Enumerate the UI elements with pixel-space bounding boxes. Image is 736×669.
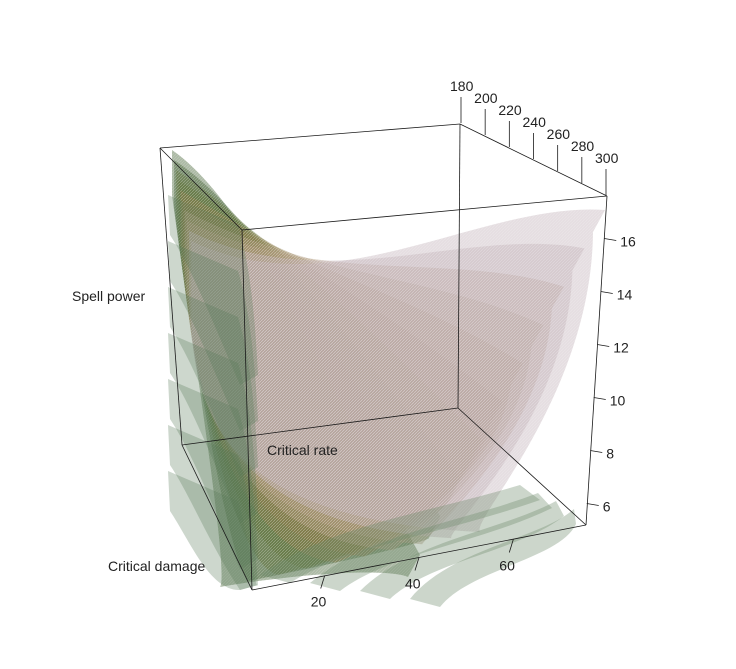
surface-slab [168,195,258,385]
y-tick-label: 60 [499,558,515,574]
box-edge [159,147,183,446]
z-tick [597,344,610,347]
box-edge [159,147,243,231]
z-tick-label: 8 [606,446,614,462]
surface-slab [168,333,258,523]
surface-sheet-texture [191,209,605,532]
surface-bottom-sweep [310,493,552,591]
x-tick-label: 240 [523,114,547,130]
z-tick-label: 16 [620,234,636,250]
z-tick [593,397,606,400]
y-tick [414,557,420,571]
y-tick-label: 40 [405,576,421,592]
y-tick-label: 20 [311,594,327,610]
surface-slab [168,287,258,477]
surface-slab [168,241,258,431]
surface-bottom-sweep [360,501,564,599]
z-tick-label: 6 [603,499,611,515]
box-edge [241,229,253,591]
box-edge [585,195,608,526]
y-tick [320,575,326,589]
surface-slab [168,425,258,590]
z-axis-title: Spell power [72,288,145,304]
surface-slab [168,379,258,569]
x-tick-label: 180 [450,78,474,94]
x-axis-title: Critical damage [108,558,205,574]
x-tick-label: 200 [474,90,498,106]
box-edge [457,123,461,409]
box-edge [181,444,253,591]
y-axis-title: Critical rate [267,442,338,458]
z-tick [590,450,603,453]
surface-bottom-sweep [410,509,576,607]
box-edge [181,407,459,446]
surface-bottom-sweep [260,485,540,583]
z-tick [586,503,599,506]
z-tick-label: 10 [610,393,626,409]
x-tick-label: 220 [498,102,522,118]
z-tick [600,291,613,294]
z-tick-label: 14 [617,287,633,303]
z-axis: 6 8 10 12 14 16 [586,234,636,515]
x-tick-label: 280 [571,138,595,154]
bounding-box [159,123,608,591]
surface-slab [168,471,258,591]
box-edge [457,407,587,526]
box-edge [459,123,608,197]
box-edge [159,123,461,149]
surface-layers [168,150,605,607]
z-tick [604,238,617,241]
z-tick-label: 12 [613,340,629,356]
y-axis: 20 40 60 [311,539,515,610]
y-tick [508,539,514,553]
x-tick-label: 300 [595,150,619,166]
x-tick-label: 260 [547,126,571,142]
box-edge [241,195,608,231]
